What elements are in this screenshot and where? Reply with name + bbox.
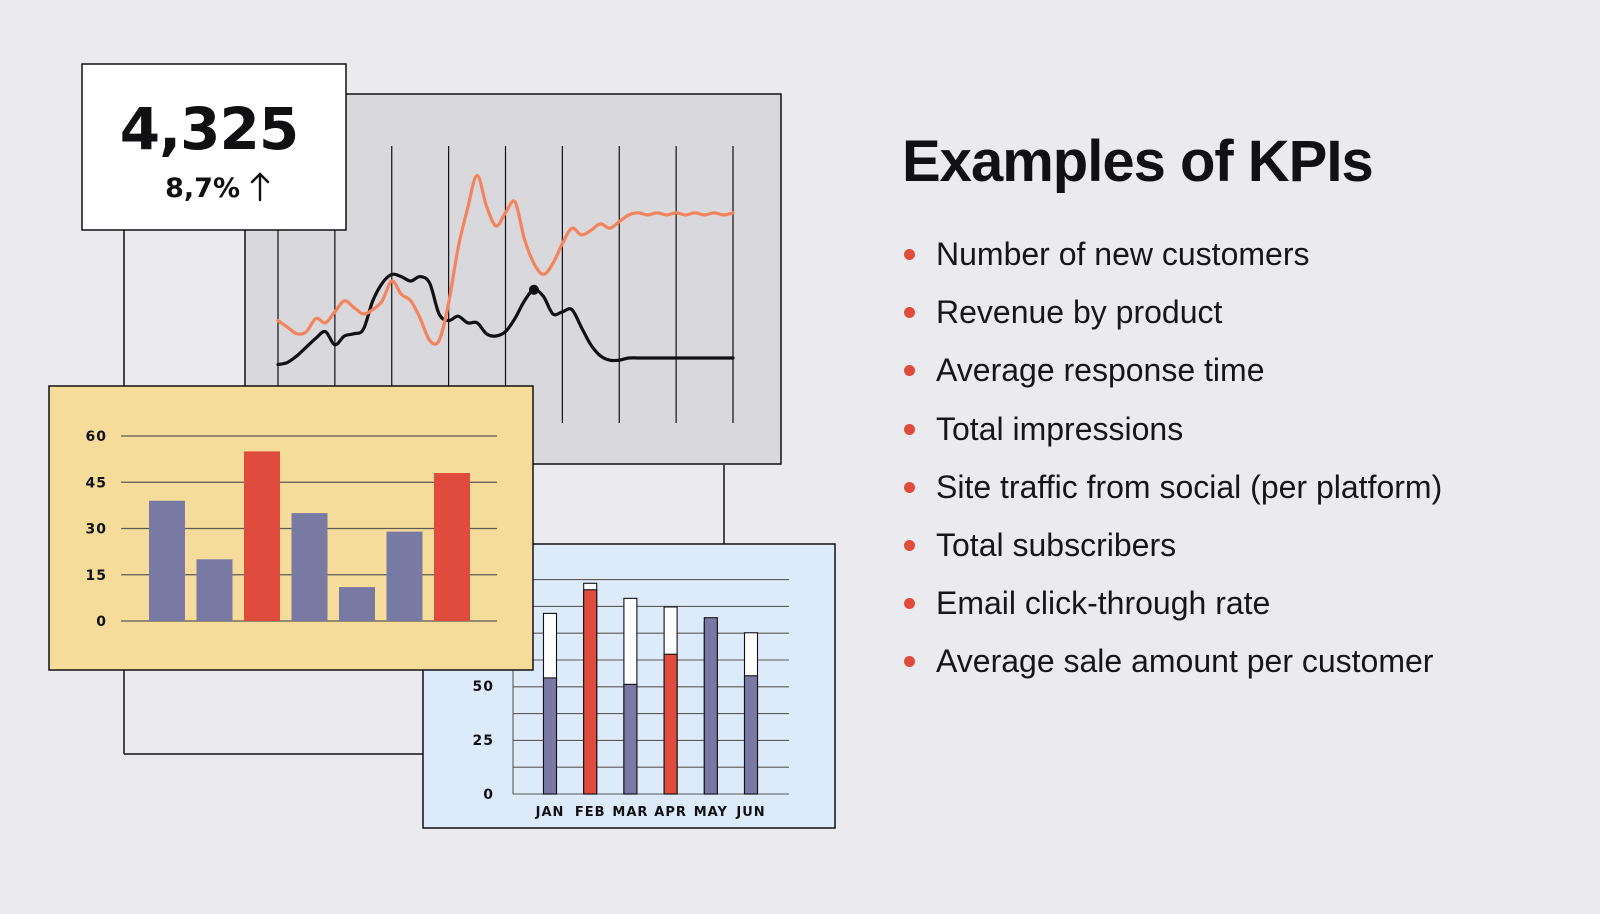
- stacked-bar-chart-grid: [512, 578, 789, 795]
- connector-lines: [123, 229, 725, 755]
- kpi-list-item: Average response time: [902, 352, 1442, 410]
- kpi-list-item: Site traffic from social (per platform): [902, 469, 1442, 527]
- bar-chart-bar: [291, 513, 328, 621]
- kpi-item-label: Average sale amount per customer: [936, 643, 1434, 680]
- stacked-bar-fill: [623, 683, 638, 795]
- bar-chart-bar: [434, 473, 470, 621]
- kpi-list-item: Revenue by product: [902, 294, 1442, 352]
- bullet-dot-icon: [904, 481, 915, 493]
- stacked-bar-chart-category-label: MAY: [694, 805, 728, 820]
- stacked-bar-fill: [542, 677, 558, 795]
- stacked-bar-chart-category-label: JAN: [535, 805, 565, 820]
- stacked-bar-chart-category-label: JUN: [735, 805, 765, 820]
- line-series-orange: [276, 173, 735, 346]
- arrow-up-icon: [250, 172, 270, 202]
- bullet-dot-icon: [904, 656, 915, 668]
- bar-chart-panel: 60 45 30 15 0: [48, 385, 534, 671]
- kpi-item-label: Number of new customers: [936, 236, 1310, 272]
- bullet-dot-icon: [904, 307, 915, 319]
- stacked-bar-fill: [663, 653, 678, 795]
- bullet-dot-icon: [904, 598, 915, 610]
- stacked-bar-chart-tick-label: 50: [473, 679, 494, 695]
- stacked-bar-fill: [703, 617, 718, 795]
- kpi-item-label: Total subscribers: [936, 526, 1177, 563]
- line-series-black: [276, 272, 735, 367]
- stacked-bar-chart-tick-label: 25: [473, 733, 494, 749]
- bar-chart-tick-label: 60: [86, 429, 107, 445]
- kpi-list-item: Average sale amount per customer: [902, 643, 1442, 701]
- bar-chart-tick-label: 0: [96, 614, 107, 630]
- line-chart-grid: [277, 146, 734, 423]
- kpi-list: Number of new customers Revenue by produ…: [902, 236, 1442, 702]
- bar-chart-tick-label: 45: [86, 475, 107, 491]
- stacked-bar-chart-category-label: APR: [654, 805, 687, 820]
- kpi-item-label: Average response time: [936, 352, 1265, 389]
- bullet-dot-icon: [904, 365, 915, 377]
- kpi-list-item: Email click-through rate: [902, 585, 1442, 643]
- bar-chart-bar: [386, 531, 423, 621]
- metric-change: 8,7%: [165, 173, 240, 204]
- kpi-item-label: Revenue by product: [936, 294, 1223, 331]
- bullet-dot-icon: [904, 249, 915, 260]
- line-marker-point: [528, 284, 539, 295]
- bar-chart-bar: [244, 451, 280, 621]
- kpi-heading: Examples of KPIs: [902, 129, 1374, 194]
- bar-chart-bar: [149, 500, 185, 621]
- kpi-item-label: Site traffic from social (per platform): [936, 468, 1443, 505]
- kpi-item-label: Total impressions: [936, 410, 1184, 447]
- stacked-bar-fill: [743, 675, 759, 795]
- kpi-list-item: Number of new customers: [902, 236, 1442, 294]
- stacked-bar-chart-tick-label: 0: [483, 787, 494, 803]
- stacked-bar-fill: [583, 589, 598, 795]
- stacked-bar-chart-category-label: FEB: [575, 805, 606, 820]
- bar-chart-bars: [149, 451, 470, 621]
- stacked-bar-chart-labels: 50 25 0 JAN FEB MAR APR MAY JUN: [473, 679, 765, 820]
- bar-chart-bar: [196, 559, 233, 621]
- bullet-dot-icon: [904, 539, 915, 551]
- metric-card: 4,325 8,7%: [81, 63, 347, 231]
- bar-chart-labels: 60 45 30 15 0: [86, 429, 107, 630]
- bar-chart-tick-label: 15: [86, 568, 107, 584]
- stacked-bar-chart-bars: [542, 582, 759, 795]
- metric-value: 4,325: [120, 95, 298, 163]
- kpi-item-label: Email click-through rate: [936, 585, 1271, 622]
- bar-chart-tick-label: 30: [86, 522, 107, 538]
- bullet-dot-icon: [904, 423, 915, 435]
- kpi-list-item: Total subscribers: [902, 527, 1442, 585]
- kpi-list-item: Total impressions: [902, 411, 1442, 469]
- bar-chart-bar: [339, 587, 375, 621]
- stacked-bar-chart-category-label: MAR: [612, 805, 648, 820]
- line-chart-series: [276, 173, 735, 367]
